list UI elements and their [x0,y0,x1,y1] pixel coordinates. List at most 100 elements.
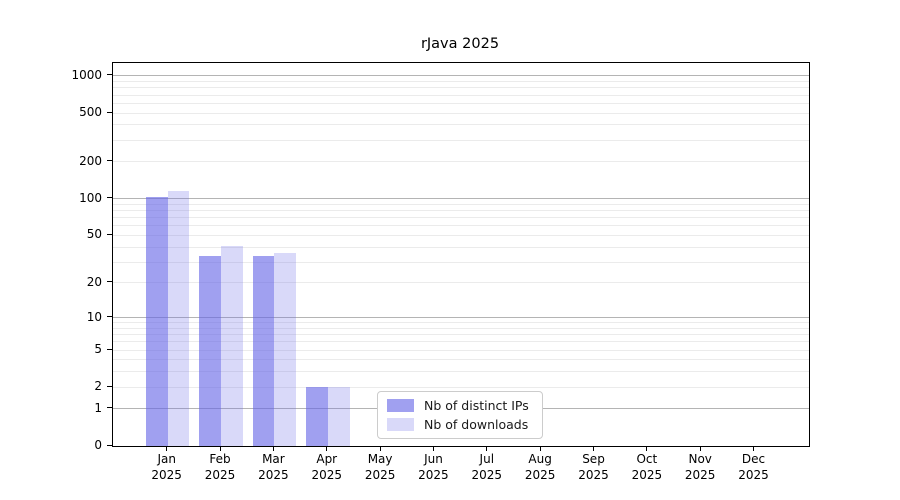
bar-downloads [274,252,297,446]
x-tick-label-year: 2025 [311,468,343,482]
y-tick [107,385,112,387]
y-tick-label: 1 [94,400,102,415]
bar-distinct-ips [305,387,328,446]
y-tick-label: 20 [86,274,102,289]
y-gridline-minor [113,334,809,336]
y-tick-label: 5 [94,342,102,357]
x-tick-label-month: Sep [582,452,605,466]
x-tick [432,446,434,451]
x-tick-label-year: 2025 [204,468,236,482]
y-tick-label: 0 [94,438,102,452]
legend-row: Nb of downloads [387,417,529,432]
y-gridline-minor [113,94,809,96]
x-tick [646,446,648,451]
y-gridline-minor [113,246,809,248]
y-gridline-minor [113,282,809,284]
y-gridline-minor [113,87,809,89]
y-gridline-minor [113,371,809,373]
plot-area: Nb of distinct IPs Nb of downloads [112,62,810,447]
y-gridline-minor [113,161,809,163]
y-gridline-minor [113,102,809,104]
x-tick-label-year: 2025 [631,468,663,482]
y-tick-label: 100 [79,190,102,205]
legend-label: Nb of downloads [424,417,529,432]
y-gridline-minor [113,386,809,388]
y-gridline-minor [113,139,809,141]
y-gridline-minor [113,234,809,236]
x-tick-label-month: Jul [479,452,495,466]
legend-swatch-downloads [387,418,414,431]
y-tick [107,233,112,235]
bar-downloads [167,191,190,446]
x-tick [753,446,755,451]
x-tick-label-year: 2025 [364,468,396,482]
y-gridline-minor [113,261,809,263]
y-tick [107,316,112,318]
y-gridline-minor [113,210,809,212]
y-gridline-minor [113,217,809,219]
x-tick-label-year: 2025 [151,468,182,482]
y-tick [107,407,112,409]
x-tick-label-year: 2025 [738,468,769,482]
bar-distinct-ips [252,255,275,446]
x-tick [272,446,274,451]
bar-downloads [221,245,243,446]
y-gridline-minor [113,203,809,205]
y-tick [107,348,112,350]
y-tick-label: 200 [79,153,102,168]
y-gridline-minor [113,322,809,324]
x-tick-label-year: 2025 [578,468,609,482]
y-gridline-minor [113,225,809,227]
y-gridline-minor [113,112,809,114]
x-tick [326,446,328,451]
x-tick [379,446,381,451]
y-tick-label: 50 [86,227,102,242]
y-gridline-minor [113,124,809,126]
x-tick [699,446,701,451]
legend-label: Nb of distinct IPs [424,398,529,413]
x-tick-label-month: Mar [262,452,285,466]
x-tick-label-month: Aug [528,452,552,466]
y-tick-label: 500 [79,105,102,120]
y-gridline-minor [113,359,809,361]
y-gridline-minor [113,341,809,343]
y-gridline-major [113,198,809,200]
x-tick-label-month: Feb [209,452,231,466]
chart-title: rJava 2025 [420,36,500,52]
x-tick-label-month: Jan [157,452,176,466]
x-tick-label-year: 2025 [524,468,556,482]
y-gridline-major [113,317,809,319]
y-tick-label: 1000 [71,67,102,82]
bar-distinct-ips [145,196,168,446]
x-tick [219,446,221,451]
x-tick-label-month: Jun [424,452,443,466]
x-tick-label-month: Dec [741,452,766,466]
x-tick-label-year: 2025 [684,468,716,482]
y-gridline-minor [113,327,809,329]
x-tick [539,446,541,451]
y-tick [107,111,112,113]
y-gridline-minor [113,81,809,83]
bar-downloads [327,387,350,446]
bar-distinct-ips [199,255,222,446]
legend-row: Nb of distinct IPs [387,398,529,413]
legend-swatch-distinct-ips [387,399,414,412]
y-tick [107,160,112,162]
y-tick [107,281,112,283]
x-tick-label-year: 2025 [258,468,289,482]
y-tick-label: 10 [86,309,102,324]
y-gridline-major [113,75,809,77]
y-gridline-minor [113,349,809,351]
x-tick-label-month: Apr [316,452,338,466]
x-tick-label-year: 2025 [418,468,449,482]
x-tick [486,446,488,451]
x-tick-label-month: May [367,452,393,466]
x-tick-label-month: Oct [636,452,658,466]
x-tick [166,446,168,451]
x-tick-label-year: 2025 [471,468,503,482]
y-tick [107,444,112,446]
y-tick-label: 2 [94,379,102,394]
legend: Nb of distinct IPs Nb of downloads [377,391,543,439]
y-tick [107,74,112,76]
x-tick-label-month: Nov [688,452,712,466]
